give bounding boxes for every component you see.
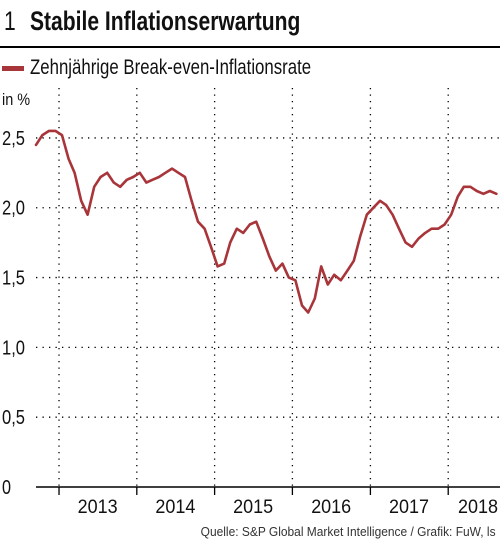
y-axis-unit-label: in %: [2, 90, 31, 109]
legend-swatch: [2, 66, 24, 71]
y-tick-label: 1,5: [2, 268, 25, 290]
y-tick-label: 1,0: [2, 337, 25, 359]
header-rule: [0, 46, 500, 48]
chart-header: 1 Stabile Inflationserwartung: [0, 0, 500, 48]
y-tick-label: 2,0: [2, 198, 25, 220]
legend-label: Zehnjährige Break-even-Inflationsrate: [30, 56, 312, 79]
x-tick-label: 2016: [311, 497, 351, 518]
y-tick-label: 0,5: [2, 407, 25, 429]
y-tick-label: 0: [2, 477, 11, 499]
x-tick-label: 2017: [389, 497, 429, 518]
x-tick-label: 2018: [458, 497, 498, 518]
source-note: Quelle: S&P Global Market Intelligence /…: [201, 524, 496, 539]
legend: Zehnjährige Break-even-Inflationsrate: [0, 54, 500, 84]
x-tick-label: 2015: [233, 497, 273, 518]
y-tick-label: 2,5: [2, 128, 25, 150]
figure-number: 1: [4, 6, 16, 36]
x-tick-label: 2013: [78, 497, 118, 518]
series-line: [34, 129, 498, 314]
chart-title: Stabile Inflationserwartung: [30, 6, 301, 36]
x-tick-label: 2014: [155, 497, 195, 518]
